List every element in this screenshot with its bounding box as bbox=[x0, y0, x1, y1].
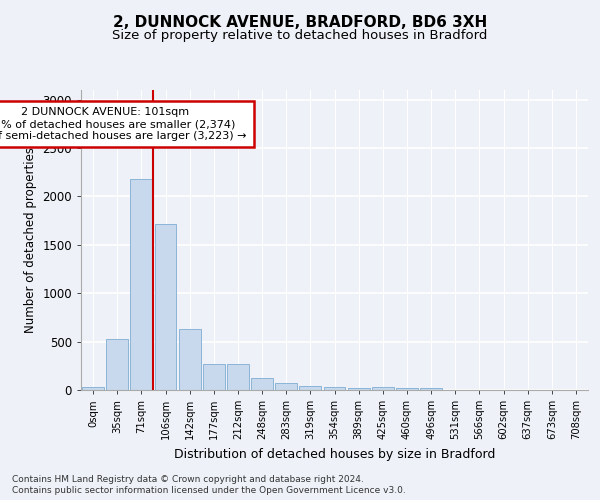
Bar bbox=[203, 364, 224, 390]
Text: 2, DUNNOCK AVENUE, BRADFORD, BD6 3XH: 2, DUNNOCK AVENUE, BRADFORD, BD6 3XH bbox=[113, 15, 487, 30]
Bar bbox=[275, 383, 297, 390]
Bar bbox=[106, 339, 128, 390]
Bar bbox=[299, 386, 321, 390]
Text: 2 DUNNOCK AVENUE: 101sqm
← 42% of detached houses are smaller (2,374)
57% of sem: 2 DUNNOCK AVENUE: 101sqm ← 42% of detach… bbox=[0, 108, 247, 140]
Bar bbox=[82, 387, 104, 390]
Bar bbox=[420, 388, 442, 390]
X-axis label: Distribution of detached houses by size in Bradford: Distribution of detached houses by size … bbox=[174, 448, 495, 460]
Bar bbox=[251, 378, 273, 390]
Bar bbox=[179, 328, 200, 390]
Bar bbox=[155, 224, 176, 390]
Bar bbox=[323, 387, 346, 390]
Bar bbox=[396, 388, 418, 390]
Text: Contains HM Land Registry data © Crown copyright and database right 2024.: Contains HM Land Registry data © Crown c… bbox=[12, 475, 364, 484]
Bar bbox=[372, 387, 394, 390]
Bar bbox=[130, 178, 152, 390]
Y-axis label: Number of detached properties: Number of detached properties bbox=[24, 147, 37, 333]
Bar bbox=[348, 388, 370, 390]
Text: Size of property relative to detached houses in Bradford: Size of property relative to detached ho… bbox=[112, 29, 488, 42]
Text: Contains public sector information licensed under the Open Government Licence v3: Contains public sector information licen… bbox=[12, 486, 406, 495]
Bar bbox=[227, 364, 249, 390]
